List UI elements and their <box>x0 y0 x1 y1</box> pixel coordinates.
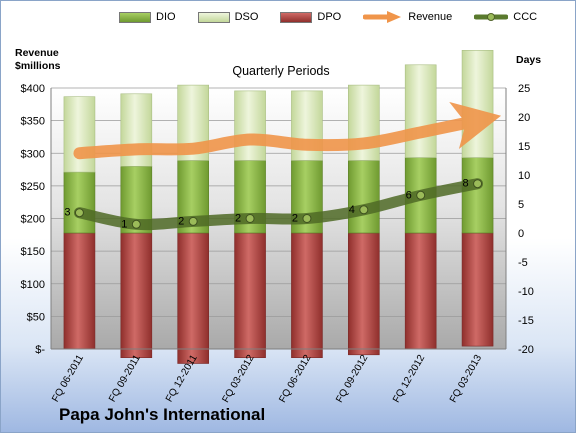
left-tick-label: $200 <box>21 214 45 226</box>
bar-dio <box>63 171 96 234</box>
bar-dso <box>63 96 96 173</box>
ccc-data-label: 8 <box>463 178 469 190</box>
right-tick-label: -20 <box>518 344 534 356</box>
legend-swatch-dpo <box>280 11 313 23</box>
legend-label-dio: DIO <box>156 11 176 23</box>
bar-dio <box>461 157 494 234</box>
company-name: Papa John's International <box>59 405 266 424</box>
right-tick-label: -5 <box>518 257 528 269</box>
ccc-point <box>302 214 312 223</box>
left-tick-label: $350 <box>21 116 45 128</box>
legend-item-dso: DSO <box>197 11 259 23</box>
legend-item-dpo: DPO <box>280 11 341 23</box>
ccc-point <box>473 179 483 189</box>
right-tick-label: 15 <box>518 141 530 153</box>
legend-swatch-dio <box>119 11 151 23</box>
left-axis-title-line1: Revenue <box>15 47 59 59</box>
bar-dso <box>404 64 437 158</box>
bar-dpo <box>291 232 323 358</box>
bar-dpo <box>461 232 494 347</box>
x-tick-label: FQ 06-2011 <box>50 353 86 404</box>
legend-label-dpo: DPO <box>317 11 342 23</box>
x-tick-label: FQ 03-2012 <box>220 353 256 405</box>
left-tick-label: $250 <box>21 181 45 193</box>
bar-dpo <box>404 232 437 350</box>
ccc-data-label: 2 <box>235 213 241 225</box>
right-tick-label: 10 <box>518 170 530 182</box>
legend-ccc-icon <box>474 13 509 21</box>
legend-item-ccc: CCC <box>474 10 537 24</box>
x-tick-label: FQ 09-2011 <box>107 353 143 404</box>
right-tick-label: 25 <box>518 83 530 95</box>
bar-dso <box>234 90 266 161</box>
ccc-point <box>416 190 426 200</box>
left-tick-label: $400 <box>21 83 45 95</box>
ccc-point <box>131 219 141 229</box>
left-tick-label: $50 <box>27 311 45 323</box>
legend-label-revenue: Revenue <box>408 11 453 23</box>
x-tick-label: FQ 03-2013 <box>448 353 484 405</box>
ccc-line <box>73 178 484 231</box>
legend-item-revenue: Revenue <box>363 10 452 24</box>
revenue-line <box>73 101 502 160</box>
right-tick-label: 0 <box>518 228 524 240</box>
ccc-data-label: 2 <box>292 213 298 225</box>
legend-arrow-icon <box>363 11 402 23</box>
x-tick-label: FQ 09-2012 <box>334 353 370 405</box>
left-tick-label: $- <box>35 344 45 356</box>
ccc-data-label: 2 <box>178 215 184 227</box>
ccc-point <box>245 214 255 223</box>
x-tick-label: FQ 06-2012 <box>277 353 313 405</box>
ccc-data-label: 4 <box>349 204 355 216</box>
left-axis-title: Revenue $millions <box>15 47 61 73</box>
ccc-point <box>359 205 369 215</box>
legend: DIO DSO DPO Revenue CCC <box>119 10 559 24</box>
left-tick-label: $300 <box>21 148 45 160</box>
bar-dpo <box>177 232 209 364</box>
left-tick-label: $150 <box>21 246 45 258</box>
legend-label-ccc: CCC <box>513 11 538 23</box>
bar-dpo <box>120 232 153 358</box>
legend-label-dso: DSO <box>234 11 259 23</box>
bar-dpo <box>63 232 96 350</box>
right-axis-title: Days <box>516 54 542 66</box>
x-tick-label: FQ 12-2012 <box>391 353 427 405</box>
right-tick-label: -10 <box>518 286 534 298</box>
chart-title: Quarterly Periods <box>232 64 330 78</box>
legend-swatch-dso <box>197 11 230 23</box>
legend-item-dio: DIO <box>119 11 176 23</box>
right-tick-label: 20 <box>518 112 530 124</box>
ccc-data-label: 6 <box>406 189 412 201</box>
right-tick-label: 5 <box>518 199 524 211</box>
right-tick-label: -15 <box>518 315 534 327</box>
bar-dpo <box>348 232 380 356</box>
left-tick-label: $100 <box>21 279 45 291</box>
ccc-data-label: 1 <box>121 218 127 230</box>
ccc-point <box>188 216 198 226</box>
bar-dso <box>461 49 494 158</box>
ccc-data-label: 3 <box>64 207 70 219</box>
bar-dpo <box>234 232 266 358</box>
ccc-point <box>74 208 84 218</box>
bar-dio <box>348 160 380 234</box>
left-axis-title-line2: $millions <box>15 60 61 72</box>
